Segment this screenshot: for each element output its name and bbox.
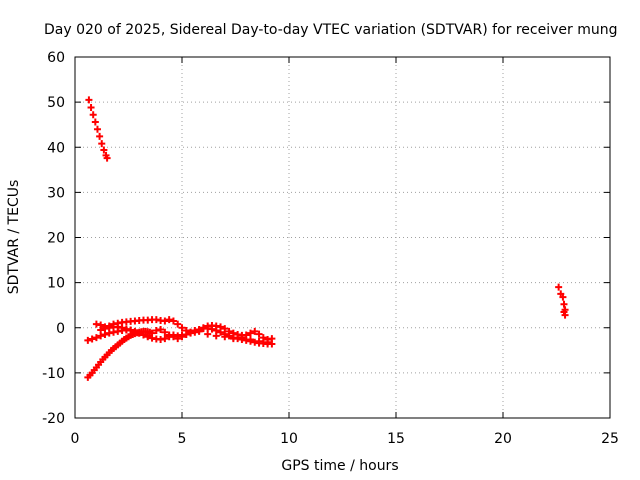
y-tick-label: 30: [47, 185, 65, 201]
data-point: [84, 336, 92, 344]
data-point: [246, 329, 254, 337]
x-tick-label: 10: [280, 431, 298, 447]
data-point: [97, 332, 105, 340]
data-point: [169, 333, 177, 341]
x-tick-label: 0: [71, 431, 80, 447]
y-tick-label: 10: [47, 276, 65, 292]
data-point: [242, 331, 250, 339]
data-point: [251, 327, 259, 335]
y-tick-label: 40: [47, 140, 65, 156]
data-point: [161, 317, 169, 325]
data-point: [89, 111, 97, 119]
data-point: [131, 328, 139, 336]
data-point: [97, 326, 105, 334]
x-tick-label: 25: [601, 431, 619, 447]
data-point: [561, 311, 569, 319]
data-point: [559, 293, 567, 301]
data-point: [255, 337, 263, 345]
y-tick-label: 0: [56, 321, 65, 337]
data-point: [148, 329, 156, 337]
data-point: [225, 327, 233, 335]
data-point: [255, 330, 263, 338]
data-point: [178, 331, 186, 339]
data-point: [100, 146, 108, 154]
data-point: [204, 330, 212, 338]
chart-title: Day 020 of 2025, Sidereal Day-to-day VTE…: [44, 22, 618, 38]
data-point: [229, 335, 237, 343]
data-point: [101, 331, 109, 339]
data-point: [91, 118, 99, 126]
data-point: [195, 327, 203, 335]
data-point: [93, 125, 101, 133]
y-tick-label: 20: [47, 231, 65, 247]
data-point: [87, 104, 95, 112]
data-point: [139, 331, 147, 339]
data-point: [85, 96, 93, 104]
plot-frame: [74, 56, 611, 419]
data-point: [92, 334, 100, 342]
data-point: [169, 317, 177, 325]
data-point: [88, 335, 96, 343]
grid: [75, 57, 610, 418]
y-axis-label: SDTVAR / TECUs: [6, 180, 22, 295]
data-point: [560, 300, 568, 308]
y-tick-label: 60: [47, 50, 65, 66]
data-point: [98, 140, 106, 148]
data-point: [217, 323, 225, 331]
y-tick-label: -10: [42, 366, 65, 382]
data-point: [199, 324, 207, 332]
data-point: [268, 335, 276, 343]
tick-labels: 0 5 10 15 20 25 -20 -10 0 10 20 30 40 50 60: [42, 50, 619, 447]
data-point: [264, 338, 272, 346]
y-tick-label: 50: [47, 95, 65, 111]
data-point: [187, 329, 195, 337]
data-points: [84, 96, 569, 381]
data-point: [221, 333, 229, 341]
data-point: [212, 332, 220, 340]
data-point: [165, 316, 173, 324]
x-axis-label: GPS time / hours: [281, 458, 398, 474]
data-point: [174, 335, 182, 343]
data-point: [259, 334, 267, 342]
data-point: [103, 154, 111, 162]
data-point: [127, 326, 135, 334]
data-point: [182, 326, 190, 334]
x-tick-label: 15: [387, 431, 405, 447]
data-point: [144, 332, 152, 340]
data-point: [96, 132, 104, 140]
y-tick-label: -20: [42, 411, 65, 427]
data-point: [157, 326, 165, 334]
data-point: [161, 328, 169, 336]
data-point: [135, 329, 143, 337]
data-point: [246, 335, 254, 343]
x-tick-label: 5: [178, 431, 187, 447]
data-point: [555, 283, 563, 291]
data-point: [161, 335, 169, 343]
data-point: [118, 324, 126, 332]
data-point: [174, 320, 182, 328]
data-point: [165, 331, 173, 339]
data-point: [221, 325, 229, 333]
data-point: [122, 325, 130, 333]
x-tick-label: 20: [494, 431, 512, 447]
data-point: [238, 334, 246, 342]
data-point: [178, 324, 186, 332]
